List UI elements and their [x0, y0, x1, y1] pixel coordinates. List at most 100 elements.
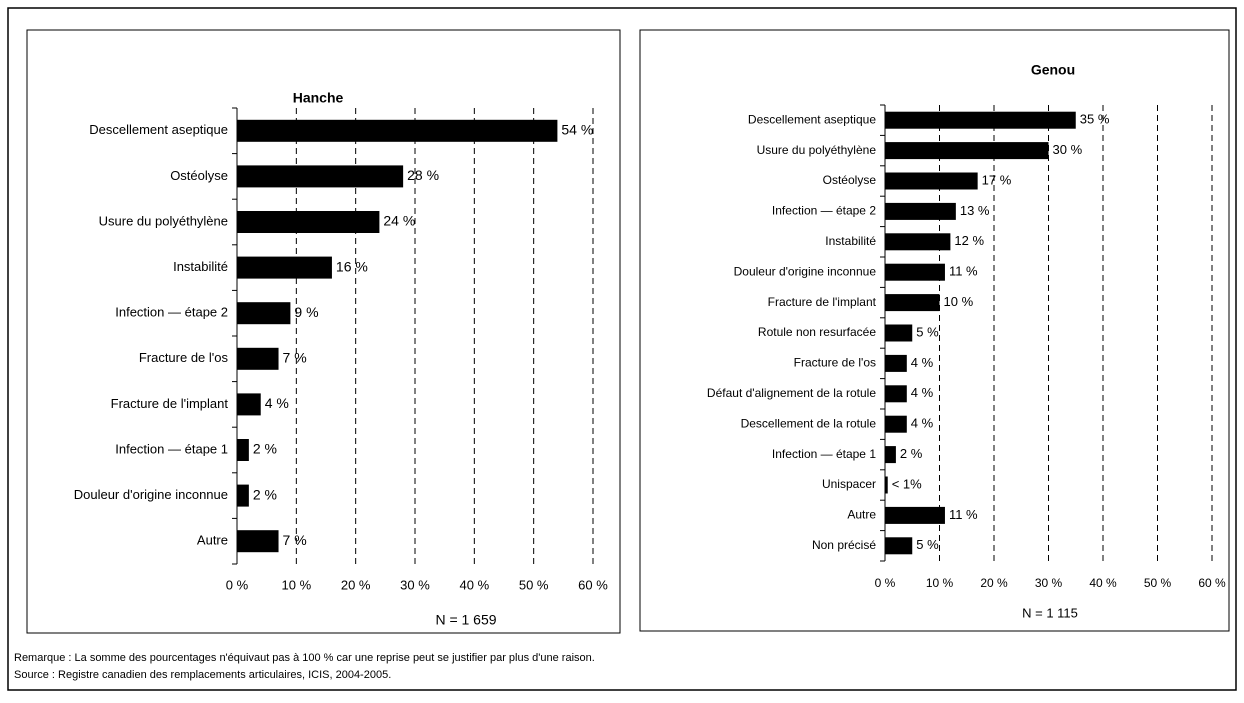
annotation: N = 1 115: [1022, 605, 1078, 620]
value-label: 35 %: [1080, 112, 1110, 127]
value-label: 4 %: [911, 416, 934, 431]
bar: [885, 202, 956, 220]
x-tick-label: 60 %: [578, 577, 608, 592]
value-label: 2 %: [900, 446, 923, 461]
bar: [885, 385, 907, 403]
category-label: Usure du polyéthylène: [99, 213, 228, 228]
bar: [237, 119, 558, 142]
bar: [885, 446, 896, 464]
panel-frame: [639, 29, 1230, 632]
bar: [885, 233, 951, 251]
category-label: Instabilité: [173, 259, 228, 274]
category-label: Autre: [847, 508, 876, 522]
value-label: 28 %: [407, 167, 439, 183]
bar: [885, 142, 1049, 160]
bar: [885, 415, 907, 433]
value-label: 7 %: [283, 532, 307, 548]
value-label: 16 %: [336, 258, 368, 274]
category-label: Infection — étape 2: [772, 204, 876, 218]
panel-frame: [26, 29, 621, 634]
bar: [885, 294, 940, 312]
category-label: Ostéolyse: [823, 173, 877, 187]
value-label: 54 %: [561, 122, 593, 138]
category-label: Unispacer: [822, 477, 876, 491]
category-label: Infection — étape 1: [115, 441, 228, 456]
chart-title: Genou: [1031, 62, 1075, 78]
category-label: Douleur d'origine inconnue: [734, 264, 877, 278]
category-label: Fracture de l'os: [139, 350, 229, 365]
bar: [885, 476, 888, 494]
category-label: Rotule non resurfacée: [758, 325, 876, 339]
category-label: Descellement aseptique: [89, 122, 228, 137]
value-label: < 1%: [892, 476, 922, 491]
value-label: 11 %: [949, 264, 978, 279]
category-label: Défaut d'alignement de la rotule: [707, 386, 876, 400]
bar: [237, 165, 404, 188]
bar: [237, 484, 249, 507]
bar: [237, 347, 279, 370]
bar: [885, 506, 945, 524]
value-label: 10 %: [944, 294, 974, 309]
x-tick-label: 60 %: [1198, 576, 1226, 590]
bar: [885, 263, 945, 281]
value-label: 7 %: [283, 350, 307, 366]
x-tick-label: 30 %: [1035, 576, 1063, 590]
bar: [237, 393, 261, 416]
bar: [885, 537, 913, 555]
category-label: Instabilité: [825, 234, 876, 248]
value-label: 5 %: [916, 537, 939, 552]
value-label: 4 %: [265, 395, 289, 411]
category-label: Fracture de l'implant: [768, 295, 877, 309]
value-label: 9 %: [294, 304, 318, 320]
chart-title: Hanche: [293, 90, 344, 106]
note: Remarque : La somme des pourcentages n'é…: [14, 652, 595, 664]
bar: [237, 256, 332, 279]
category-label: Autre: [197, 533, 228, 548]
x-tick-label: 40 %: [460, 577, 490, 592]
value-label: 12 %: [954, 233, 984, 248]
value-label: 11 %: [949, 507, 978, 522]
bar: [237, 530, 279, 553]
x-tick-label: 0 %: [226, 577, 249, 592]
category-label: Usure du polyéthylène: [757, 143, 877, 157]
x-tick-label: 20 %: [980, 576, 1008, 590]
value-label: 17 %: [982, 172, 1012, 187]
outer-frame: [7, 7, 1237, 691]
bar: [885, 324, 913, 342]
bar: [885, 172, 978, 190]
bar: [237, 211, 380, 233]
value-label: 30 %: [1053, 142, 1083, 157]
value-label: 24 %: [383, 213, 415, 229]
value-label: 5 %: [916, 324, 939, 339]
value-label: 4 %: [911, 385, 934, 400]
category-label: Fracture de l'implant: [111, 396, 229, 411]
category-label: Descellement aseptique: [748, 112, 876, 126]
annotation: N = 1 659: [435, 612, 496, 628]
bar: [237, 439, 249, 461]
x-tick-label: 0 %: [875, 576, 896, 590]
value-label: 2 %: [253, 486, 277, 502]
value-label: 4 %: [911, 355, 934, 370]
category-label: Non précisé: [812, 538, 876, 552]
category-label: Infection — étape 2: [115, 305, 228, 320]
bar: [237, 302, 291, 325]
x-tick-label: 20 %: [341, 577, 371, 592]
x-tick-label: 30 %: [400, 577, 430, 592]
bar: [885, 111, 1076, 129]
bar: [885, 354, 907, 372]
note: Source : Registre canadien des remplacem…: [14, 669, 391, 681]
value-label: 13 %: [960, 203, 990, 218]
category-label: Ostéolyse: [170, 168, 228, 183]
x-tick-label: 10 %: [926, 576, 954, 590]
value-label: 2 %: [253, 441, 277, 457]
x-tick-label: 40 %: [1089, 576, 1117, 590]
category-label: Douleur d'origine inconnue: [74, 487, 228, 502]
x-tick-label: 50 %: [1144, 576, 1172, 590]
category-label: Fracture de l'os: [794, 356, 876, 370]
x-tick-label: 50 %: [519, 577, 549, 592]
category-label: Descellement de la rotule: [741, 416, 877, 430]
category-label: Infection — étape 1: [772, 447, 876, 461]
x-tick-label: 10 %: [282, 577, 312, 592]
